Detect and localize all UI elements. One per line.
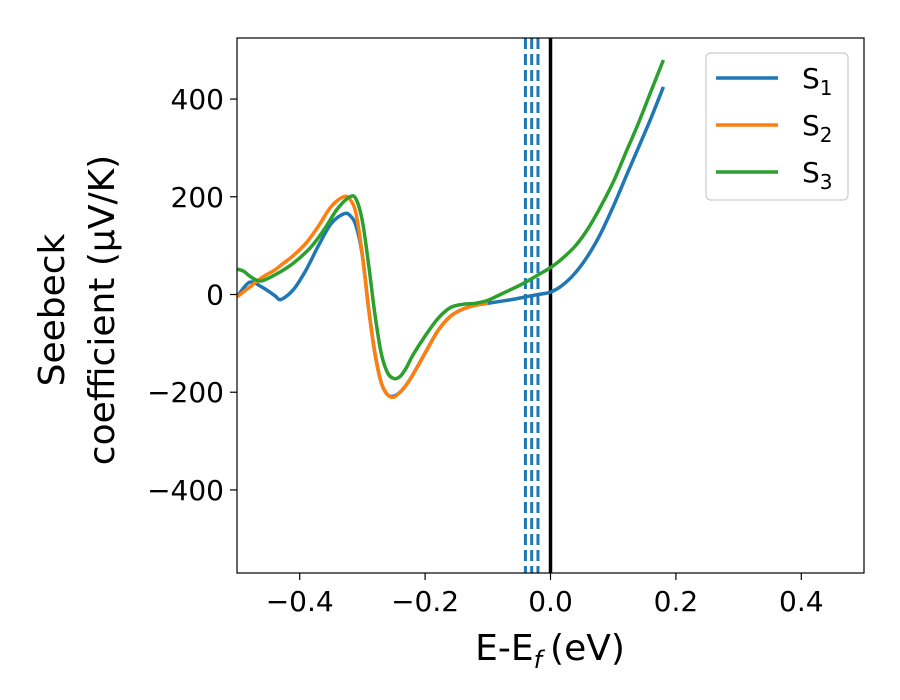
legend-label-subscript: 1: [820, 76, 833, 100]
series-line-s1: [237, 86, 666, 399]
y-tick-label: 0: [206, 279, 224, 312]
axis-layer: −0.4 −0.2 0.0 0.2 0.4 −400 −200 0 200 400 E-Ef (eV)…: [32, 37, 865, 674]
legend-label-s2: S2: [802, 109, 833, 147]
plot-area: [237, 38, 666, 573]
y-axis-label-line1: Seebeck: [32, 233, 73, 386]
x-axis-label: E-Ef (eV): [475, 628, 625, 674]
x-axis-label-unit: (eV): [550, 628, 625, 669]
x-tick-label: 0.0: [528, 585, 573, 618]
x-tick-label: 0.2: [654, 585, 699, 618]
y-tick-label: 400: [171, 83, 224, 116]
y-tick-label: 200: [171, 181, 224, 214]
x-tick-label: −0.4: [266, 585, 334, 618]
legend-label-main: S: [802, 109, 820, 142]
legend-label-main: S: [802, 62, 820, 95]
series-line-s2: [237, 194, 489, 399]
y-axis-label-line2: coefficient (μV/K): [82, 155, 123, 465]
x-axis-label-subscript: f: [534, 646, 546, 674]
legend-label-subscript: 2: [820, 123, 833, 147]
plot-layer: [237, 38, 666, 573]
x-tick-label: 0.4: [779, 585, 824, 618]
legend-label-main: S: [802, 156, 820, 189]
legend-label-s3: S3: [802, 156, 833, 194]
series-line-s3: [237, 59, 666, 381]
x-tick-label: −0.2: [391, 585, 459, 618]
x-axis-label-main: E-E: [475, 628, 533, 669]
y-tick-label: −400: [147, 474, 224, 507]
y-tick-label: −200: [147, 376, 224, 409]
legend-label-subscript: 3: [820, 170, 833, 194]
legend-label-s1: S1: [802, 62, 833, 100]
